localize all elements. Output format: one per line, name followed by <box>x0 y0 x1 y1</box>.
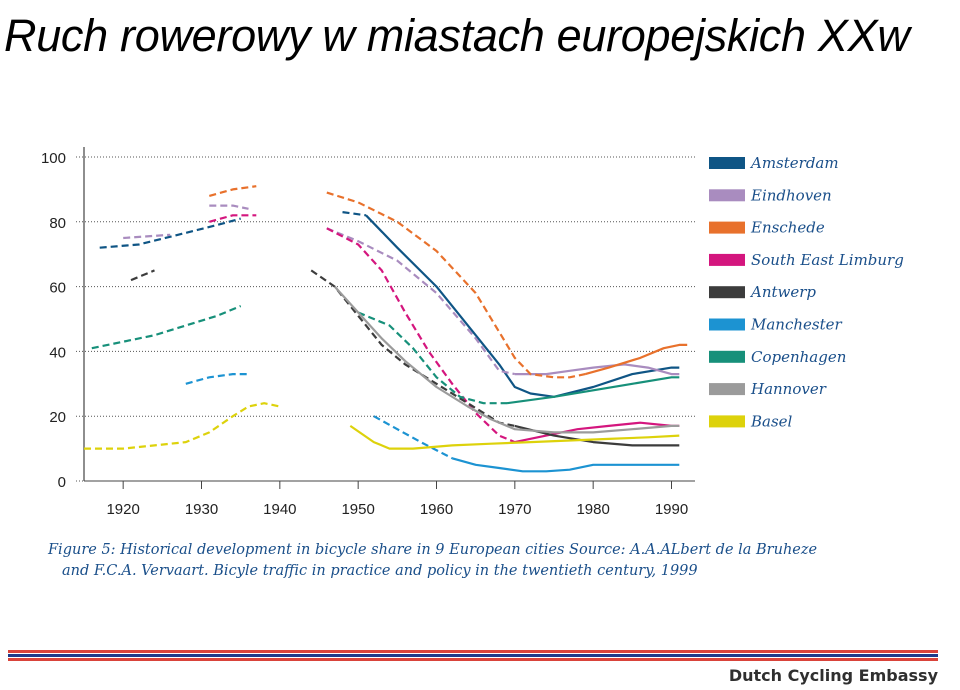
series-line-eindhoven-0 <box>123 233 171 240</box>
x-tick-label: 1950 <box>341 501 374 518</box>
series-line-antwerp-2 <box>514 424 680 447</box>
x-tick-label: 1930 <box>185 501 218 518</box>
y-tick-label: 20 <box>49 409 66 426</box>
legend-label-south-east-limburg: South East Limburg <box>751 251 904 269</box>
y-tick-label: 60 <box>49 280 66 297</box>
y-tick-label: 80 <box>49 215 66 232</box>
x-tick-label: 1970 <box>498 501 531 518</box>
series-line-copenhagen-2 <box>506 376 680 405</box>
legend-label-basel: Basel <box>750 412 793 430</box>
legend-swatch-copenhagen <box>709 350 745 363</box>
legend-swatch-hannover <box>709 383 745 396</box>
caption-line-1: Figure 5: Historical development in bicy… <box>48 542 818 558</box>
legend: Amsterdam Eindhoven Enschede South East Lim… <box>709 154 904 430</box>
legend-label-hannover: Hannover <box>750 380 827 398</box>
legend-label-amsterdam: Amsterdam <box>749 154 839 172</box>
footer-stripe-blue <box>8 654 938 657</box>
series-line-enschede-1 <box>326 191 586 379</box>
x-tick-label: 1980 <box>576 501 609 518</box>
legend-swatch-antwerp <box>709 286 745 299</box>
series-line-enschede-0 <box>209 185 257 197</box>
y-tick-label: 0 <box>58 474 66 491</box>
legend-swatch-enschede <box>709 221 745 234</box>
series-line-antwerp-1 <box>310 269 516 427</box>
y-tick-label: 100 <box>41 150 66 167</box>
caption-line-2: and F.C.A. Vervaart. Bicyle traffic in p… <box>62 563 698 579</box>
legend-label-eindhoven: Eindhoven <box>750 186 832 204</box>
series-line-hannover-0 <box>333 285 680 434</box>
footer-stripe-red <box>8 650 938 653</box>
series-line-south-east-limburg-1 <box>326 227 516 444</box>
series-line-amsterdam-0 <box>99 217 241 249</box>
series-line-south-east-limburg-0 <box>209 214 257 223</box>
series-line-basel-0 <box>84 402 281 450</box>
axis-layer: 0 20 40 60 80 100 1920 1930 1940 1950 1960 1970 1980… <box>41 147 695 518</box>
slide-title: Ruch rowerowy w miastach europejskich XX… <box>4 10 910 61</box>
series-line-basel-1 <box>349 424 680 450</box>
legend-label-enschede: Enschede <box>750 219 825 237</box>
x-tick-label: 1990 <box>655 501 688 518</box>
x-tick-label: 1940 <box>263 501 296 518</box>
legend-label-manchester: Manchester <box>750 316 843 334</box>
series-line-amsterdam-1 <box>342 211 367 217</box>
series-line-eindhoven-2 <box>326 227 516 376</box>
series-line-copenhagen-0 <box>91 304 242 350</box>
series-layer <box>84 185 688 473</box>
legend-swatch-amsterdam <box>709 157 745 169</box>
legend-swatch-basel <box>709 415 745 428</box>
series-line-copenhagen-1 <box>357 311 507 405</box>
series-line-antwerp-0 <box>130 269 155 282</box>
footer-stripe-red-2 <box>8 658 938 661</box>
x-tick-label: 1920 <box>106 501 139 518</box>
series-line-manchester-1 <box>373 415 453 460</box>
series-line-eindhoven-1 <box>209 204 249 210</box>
series-line-enschede-2 <box>585 343 688 376</box>
series-line-manchester-0 <box>185 373 249 385</box>
footer-brand: Dutch Cycling Embassy <box>728 666 938 685</box>
legend-label-copenhagen: Copenhagen <box>751 348 846 366</box>
legend-label-antwerp: Antwerp <box>749 283 816 301</box>
legend-swatch-manchester <box>709 318 745 331</box>
series-line-eindhoven-3 <box>514 363 680 376</box>
series-line-manchester-2 <box>451 457 680 473</box>
series-line-amsterdam-2 <box>365 214 680 398</box>
legend-swatch-eindhoven <box>709 189 745 202</box>
figure-caption: Figure 5: Historical development in bicy… <box>48 540 848 582</box>
legend-swatch-south-east-limburg <box>709 253 745 266</box>
y-tick-label: 40 <box>49 344 66 361</box>
bicycle-share-chart: 0 20 40 60 80 100 1920 1930 1940 1950 1960 1970 1980… <box>41 147 904 518</box>
x-tick-label: 1960 <box>420 501 453 518</box>
